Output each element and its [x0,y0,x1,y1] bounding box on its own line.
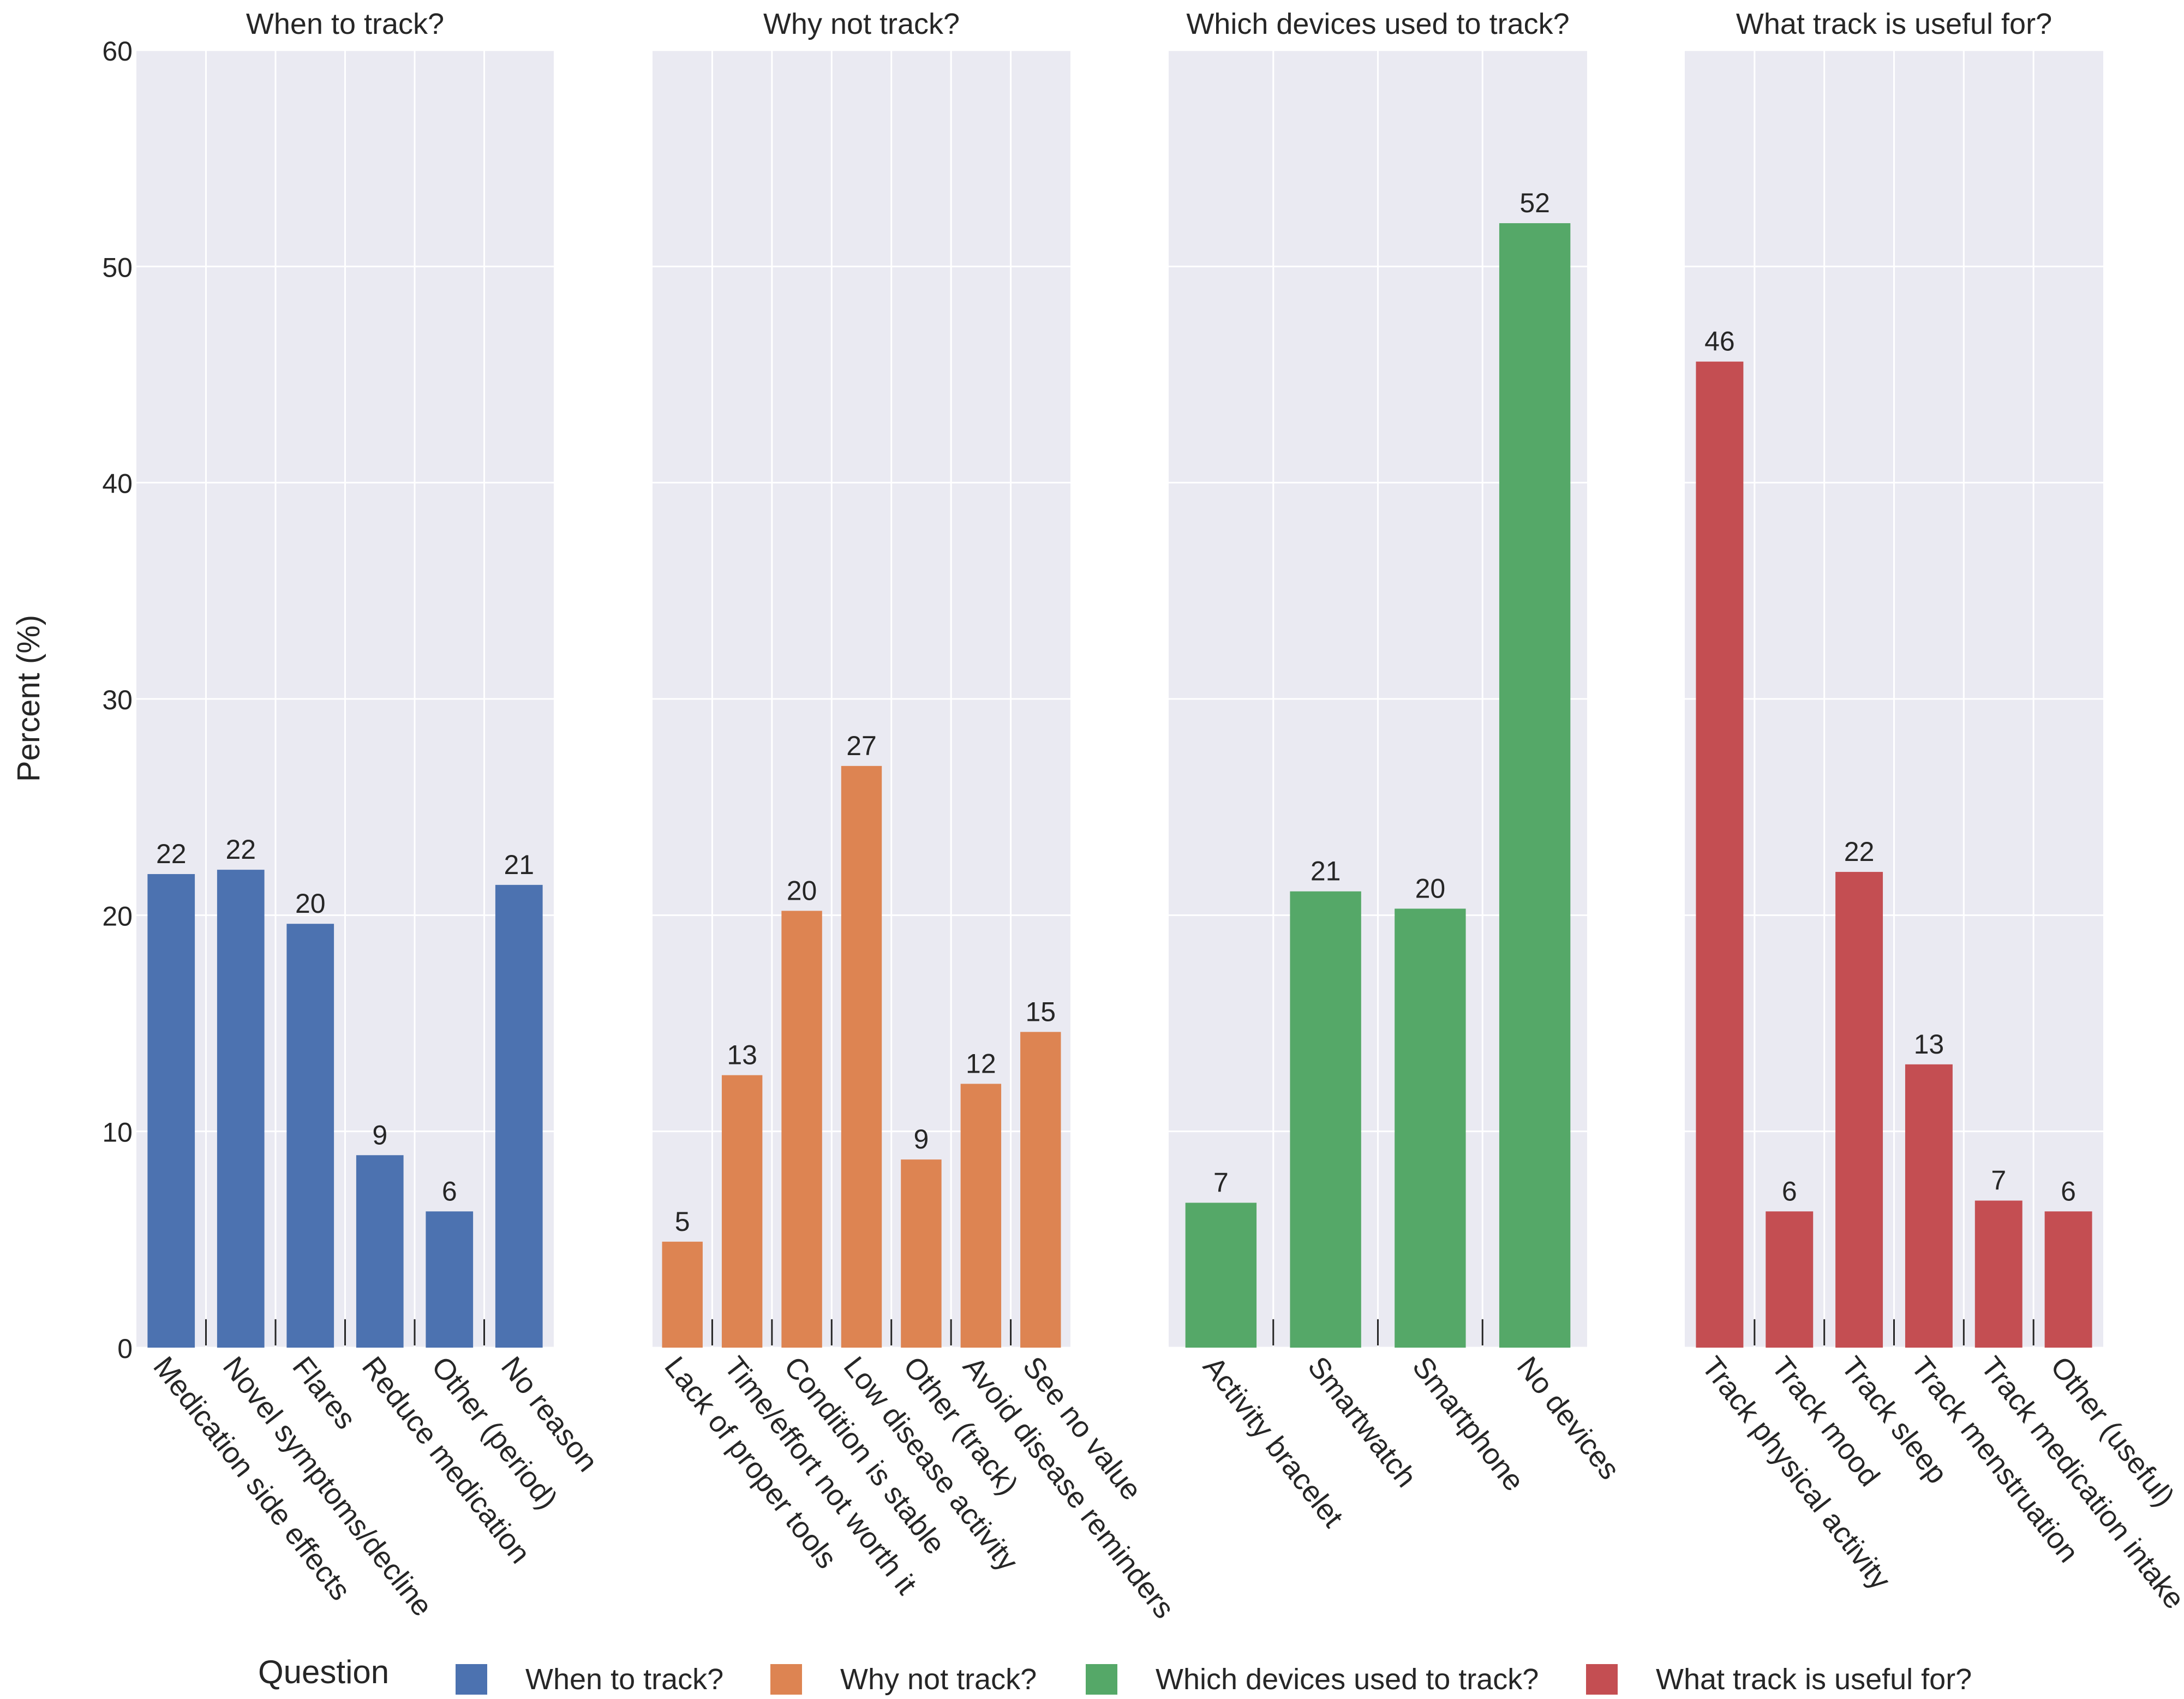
bar [781,911,822,1348]
bar-value-label: 46 [1704,326,1735,357]
bar-value-label: 9 [372,1120,387,1150]
panel-title: What track is useful for? [1736,8,2052,40]
bar [147,874,195,1348]
bar [841,765,882,1348]
bar-value-label: 6 [1782,1176,1797,1206]
legend-swatch [1586,1664,1618,1695]
bar [721,1075,763,1348]
bar-value-label: 6 [442,1176,457,1206]
bar-value-label: 20 [787,875,817,906]
legend-title: Question [258,1654,389,1690]
legend-label: When to track? [525,1663,723,1696]
bar-value-label: 22 [156,839,187,869]
bar [1499,223,1571,1348]
bar [1766,1211,1814,1348]
bar [1290,891,1361,1348]
bar [286,924,334,1348]
bar [960,1084,1002,1348]
bar-value-label: 13 [727,1040,757,1070]
y-tick-label: 10 [102,1117,133,1148]
panel-title: When to track? [246,8,444,40]
legend-label: Why not track? [840,1663,1037,1696]
bar-value-label: 6 [2061,1176,2076,1206]
panel-title: Why not track? [763,8,960,40]
y-tick-label: 60 [102,36,133,67]
y-axis: 0 10 20 30 40 50 60 [102,36,133,1364]
y-tick-label: 50 [102,252,133,283]
bar [1696,361,1744,1348]
legend-entry: Why not track? [770,1663,1037,1696]
bar [1835,872,1883,1348]
y-tick-label: 20 [102,901,133,931]
bar-value-label: 22 [1844,836,1875,867]
bar [662,1241,703,1348]
legend-label: What track is useful for? [1656,1663,1972,1696]
bar [1395,908,1466,1348]
bar [2044,1211,2092,1348]
bar-value-label: 15 [1025,996,1056,1027]
bar-value-label: 9 [914,1124,929,1154]
bar [901,1159,942,1348]
bar [1974,1200,2023,1348]
bar-value-label: 7 [1213,1167,1229,1198]
bar-value-label: 21 [1311,856,1341,887]
legend-entry: Which devices used to track? [1086,1663,1539,1696]
legend-entry: When to track? [456,1663,723,1696]
panel-title: Which devices used to track? [1186,8,1569,40]
y-tick-label: 0 [117,1333,133,1364]
bar-value-label: 20 [1415,873,1446,904]
legend-swatch [456,1664,487,1695]
bar-value-label: 5 [675,1206,690,1237]
y-axis-label: Percent (%) [11,615,46,782]
bar-value-label: 52 [1519,188,1550,218]
bar [426,1211,474,1348]
bar [356,1155,404,1348]
bar-value-label: 22 [225,834,256,865]
bar [1905,1064,1953,1348]
bar-value-label: 13 [1914,1029,1944,1060]
bar [1185,1203,1257,1348]
bar-value-label: 12 [966,1048,996,1079]
legend: Question When to track? Why not track? Whi… [258,1654,1972,1696]
legend-swatch [770,1664,802,1695]
y-tick-label: 30 [102,685,133,715]
legend-label: Which devices used to track? [1156,1663,1539,1696]
y-tick-label: 40 [102,469,133,499]
bar [217,870,265,1348]
bar-value-label: 27 [846,731,877,761]
bar-value-label: 20 [295,888,326,919]
legend-entry: What track is useful for? [1586,1663,1972,1696]
bar-value-label: 7 [1991,1165,2006,1195]
bar [495,884,543,1348]
legend-swatch [1086,1664,1117,1695]
bar [1020,1032,1061,1348]
bar-value-label: 21 [504,850,534,880]
